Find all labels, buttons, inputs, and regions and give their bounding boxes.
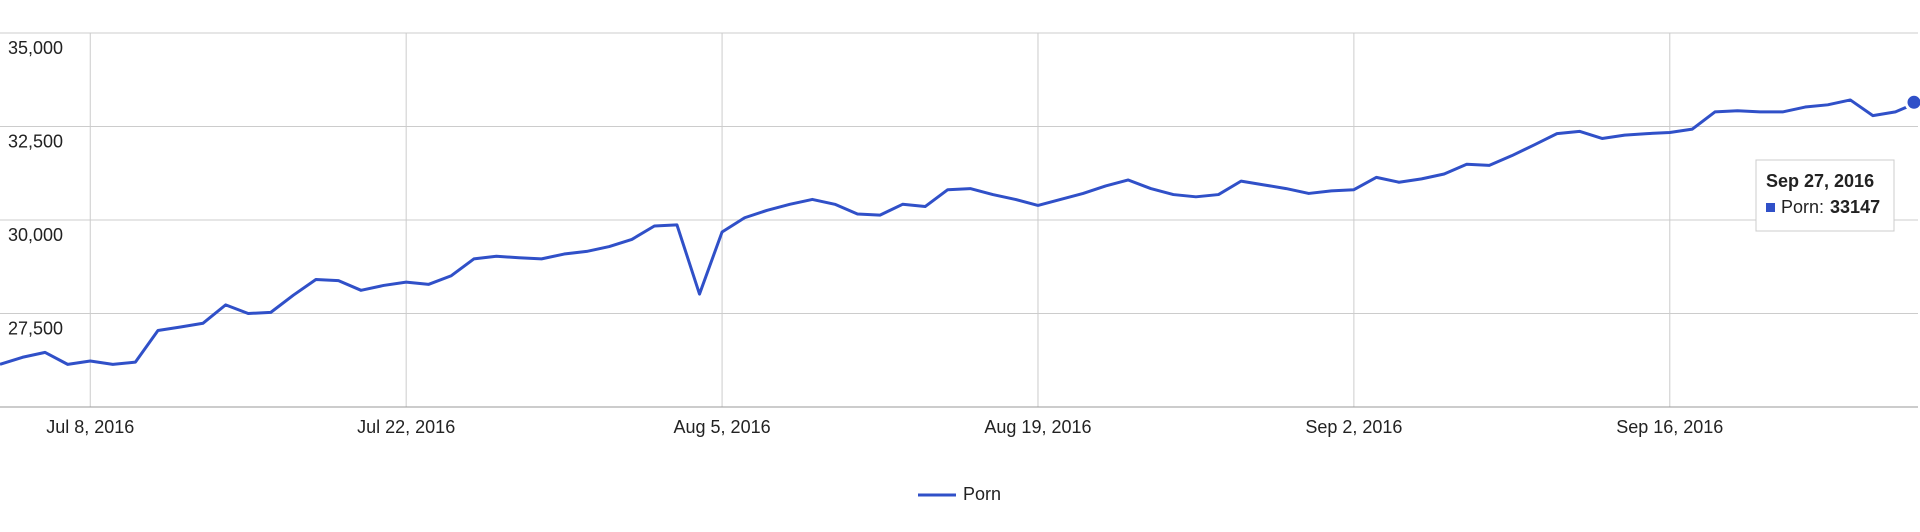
tooltip-label: Porn: (1781, 197, 1824, 217)
x-tick-label: Sep 2, 2016 (1305, 417, 1402, 437)
tooltip-date: Sep 27, 2016 (1766, 171, 1874, 191)
series-line (0, 98, 1919, 366)
y-tick-label: 35,000 (8, 38, 63, 58)
y-tick-label: 30,000 (8, 225, 63, 245)
x-tick-label: Sep 16, 2016 (1616, 417, 1723, 437)
tooltip-value: 33147 (1830, 197, 1880, 217)
legend-label: Porn (963, 484, 1001, 504)
y-tick-label: 27,500 (8, 318, 63, 338)
hover-point (1904, 92, 1920, 112)
x-tick-label: Jul 22, 2016 (357, 417, 455, 437)
x-tick-label: Aug 19, 2016 (984, 417, 1091, 437)
x-tick-label: Aug 5, 2016 (674, 417, 771, 437)
x-tick-label: Jul 8, 2016 (46, 417, 134, 437)
tooltip-box (1755, 159, 1895, 232)
tooltip-swatch (1766, 203, 1775, 212)
y-tick-label: 32,500 (8, 131, 63, 151)
tooltip-line: Porn: 33147 (1781, 197, 1880, 217)
tooltip: Sep 27, 2016 Porn: 33147 (1755, 159, 1895, 232)
